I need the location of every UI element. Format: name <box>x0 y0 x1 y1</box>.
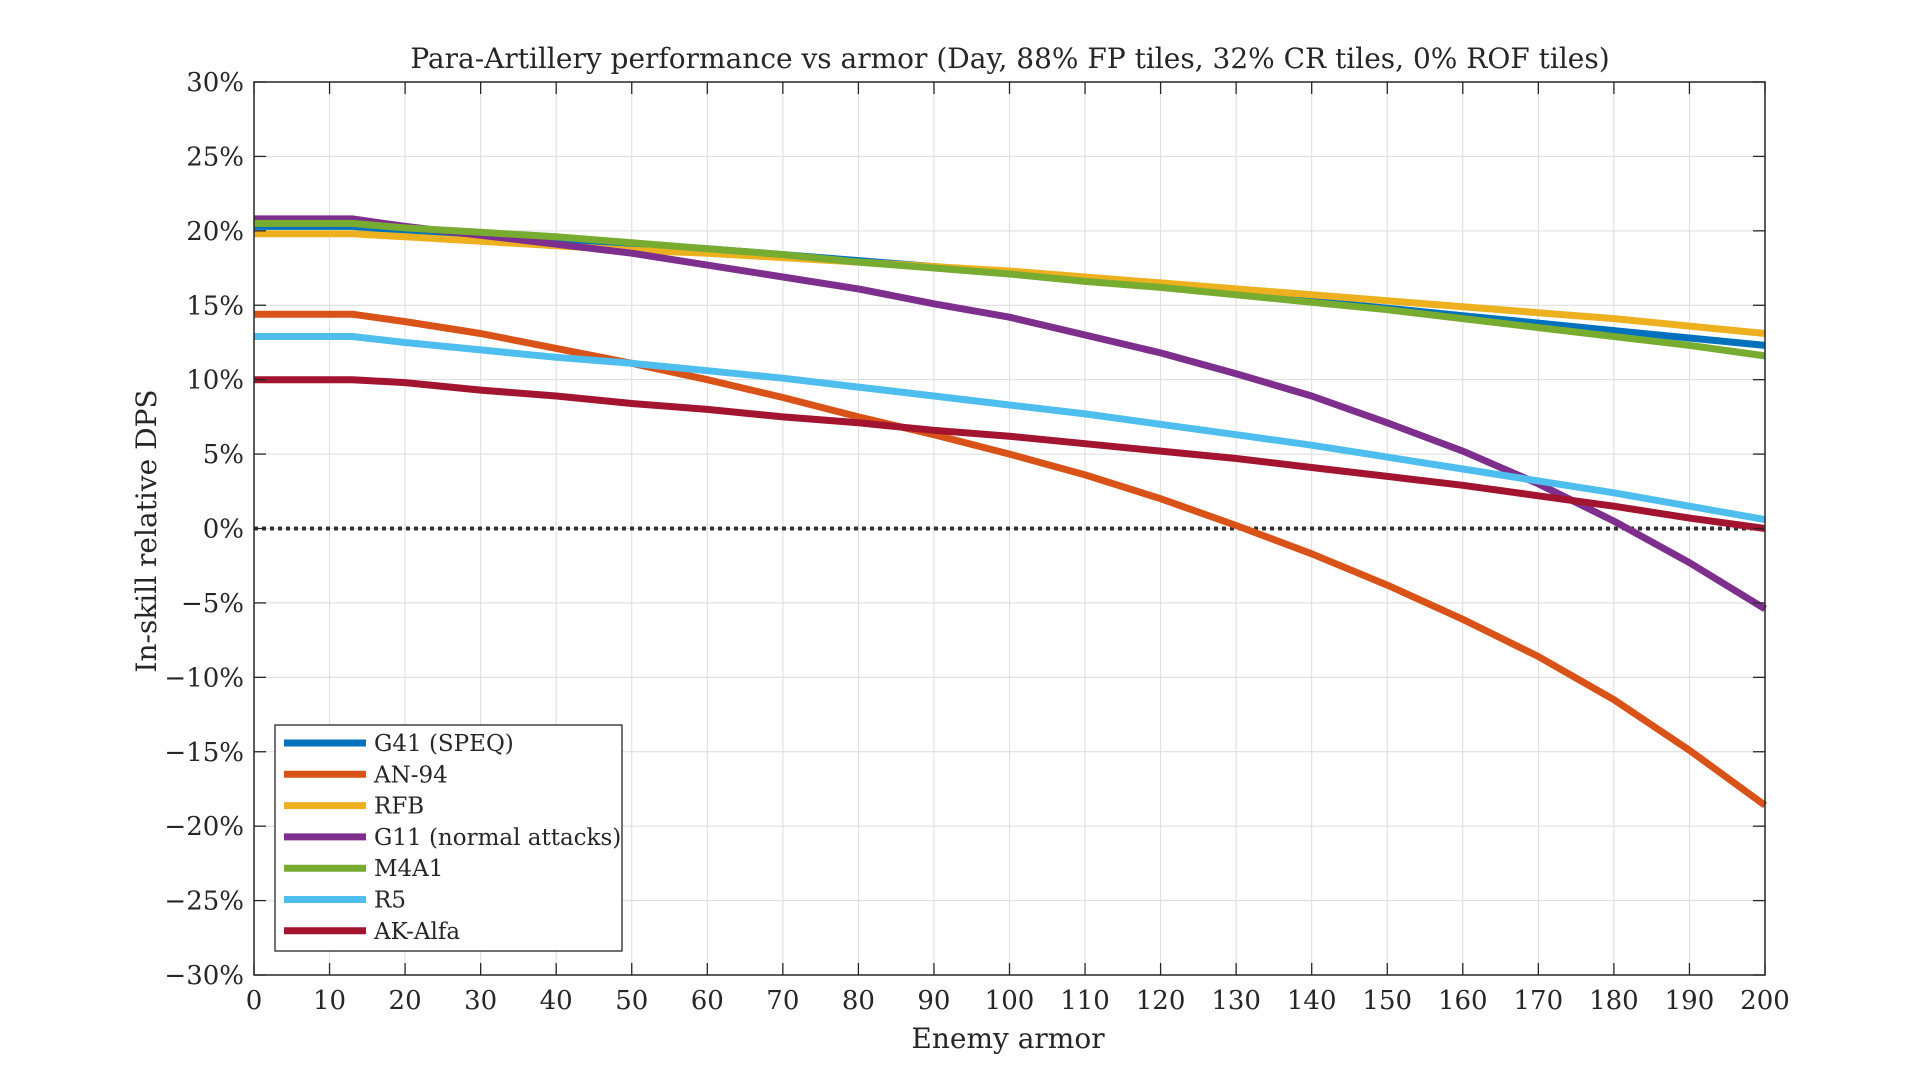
y-tick-label: −10% <box>164 663 244 693</box>
legend-label: M4A1 <box>374 856 443 882</box>
y-tick-label: 20% <box>186 217 244 247</box>
x-tick-label: 180 <box>1589 986 1639 1016</box>
series-line-m4a1 <box>254 219 1766 360</box>
x-tick-label: 70 <box>766 986 799 1016</box>
series-lines <box>254 215 1768 809</box>
x-tick-label: 60 <box>691 986 724 1016</box>
y-tick-label: 10% <box>186 366 244 396</box>
legend-label: G11 (normal attacks) <box>374 825 621 851</box>
x-tick-label: 10 <box>313 986 346 1016</box>
chart-title: Para-Artillery performance vs armor (Day… <box>410 42 1609 75</box>
y-tick-label: −15% <box>164 738 244 768</box>
axis-ticks <box>253 81 1766 976</box>
series-line-r5 <box>254 333 1766 524</box>
x-tick-label: 130 <box>1211 986 1261 1016</box>
series-line-an-94 <box>254 310 1768 809</box>
y-axis-title: In-skill relative DPS <box>130 389 163 672</box>
x-tick-label: 110 <box>1060 986 1110 1016</box>
x-tick-label: 140 <box>1287 986 1337 1016</box>
legend-label: RFB <box>374 794 424 820</box>
legend-label: R5 <box>374 888 406 914</box>
y-tick-label: 25% <box>186 142 244 172</box>
x-axis-title: Enemy armor <box>911 1022 1105 1055</box>
x-tick-label: 100 <box>985 986 1035 1016</box>
y-tick-label: 5% <box>203 440 244 470</box>
x-tick-label: 80 <box>842 986 875 1016</box>
x-tick-label: 190 <box>1665 986 1715 1016</box>
x-tick-label: 160 <box>1438 986 1488 1016</box>
y-tick-label: −5% <box>181 589 244 619</box>
y-tick-label: 30% <box>186 68 244 98</box>
x-tick-label: 200 <box>1740 986 1790 1016</box>
x-tick-label: 30 <box>464 986 497 1016</box>
x-tick-label: 40 <box>540 986 573 1016</box>
series-line-ak-alfa <box>254 376 1766 532</box>
x-tick-label: 150 <box>1362 986 1412 1016</box>
x-tick-label: 20 <box>389 986 422 1016</box>
y-tick-label: 0% <box>203 515 244 545</box>
legend-label: AN-94 <box>373 762 448 788</box>
x-tick-label: 50 <box>615 986 648 1016</box>
legend-label: G41 (SPEQ) <box>374 731 514 757</box>
series-line-g11-normal-attacks <box>254 215 1767 612</box>
legend: G41 (SPEQ) AN-94 RFB G11 (normal attacks) M4… <box>274 724 623 952</box>
x-tick-label: 90 <box>917 986 950 1016</box>
legend-label: AK-Alfa <box>373 919 460 945</box>
x-axis-tick-labels: 0 10 20 30 40 50 60 70 80 90 100 110 120 130 140 150 160… <box>246 986 1790 1016</box>
x-tick-label: 170 <box>1514 986 1564 1016</box>
y-tick-label: 15% <box>186 291 244 321</box>
x-tick-label: 0 <box>246 986 263 1016</box>
x-tick-label: 120 <box>1136 986 1186 1016</box>
legend-items: G41 (SPEQ) AN-94 RFB G11 (normal attacks) M4… <box>284 731 621 945</box>
y-tick-label: −25% <box>164 887 244 917</box>
y-tick-label: −30% <box>164 961 244 991</box>
y-tick-label: −20% <box>164 812 244 842</box>
y-axis-tick-labels: 30% 25% 20% 15% 10% 5% 0% −5% −10% −15% −20% −25% −3… <box>164 68 244 991</box>
